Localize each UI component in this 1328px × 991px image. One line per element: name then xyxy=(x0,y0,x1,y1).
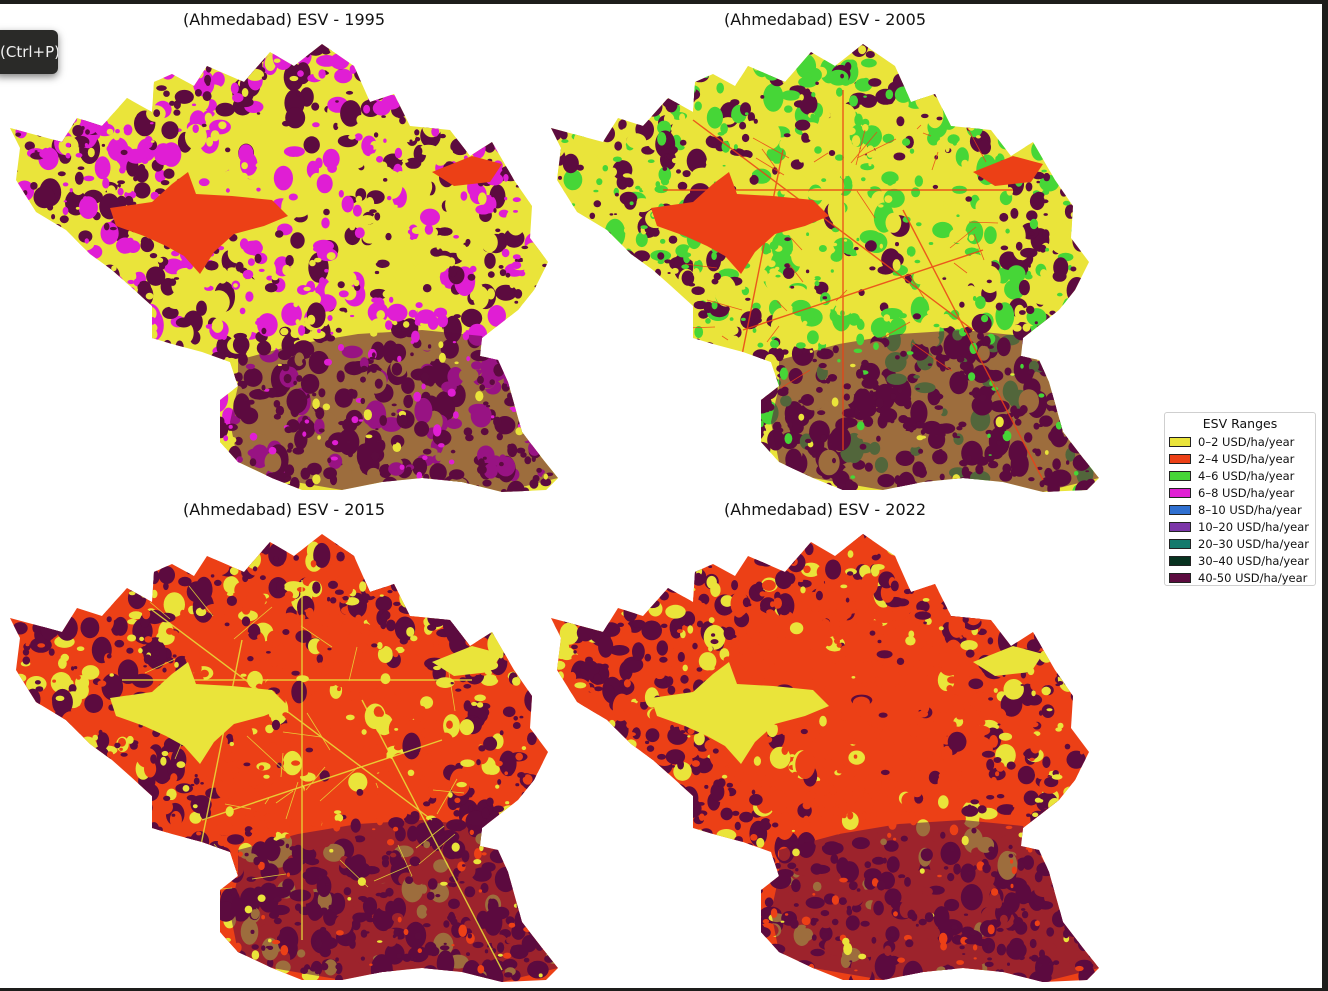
lake-region xyxy=(110,662,288,764)
river-patch xyxy=(973,646,1043,676)
legend-item: 0–2 USD/ha/year xyxy=(1165,433,1315,450)
river-patch xyxy=(432,646,502,676)
esv-map-2022 xyxy=(551,534,1099,982)
legend-item: 2–4 USD/ha/year xyxy=(1165,450,1315,467)
legend-swatch xyxy=(1169,572,1191,583)
esv-map-2015 xyxy=(10,534,558,982)
legend-label: 30–40 USD/ha/year xyxy=(1198,553,1309,568)
lake-region xyxy=(110,172,288,274)
map-title-1995: (Ahmedabad) ESV - 1995 xyxy=(182,10,386,29)
legend-label: 6–8 USD/ha/year xyxy=(1198,485,1295,500)
legend-item: 40-50 USD/ha/year xyxy=(1165,569,1315,586)
southern-zone xyxy=(771,330,1099,492)
esv-map-2005 xyxy=(551,44,1099,492)
legend-swatch xyxy=(1169,538,1191,549)
legend-swatch xyxy=(1169,453,1191,464)
river-patch xyxy=(973,156,1043,186)
legend-item: 6–8 USD/ha/year xyxy=(1165,484,1315,501)
lake-region xyxy=(651,172,829,274)
legend-swatch xyxy=(1169,521,1191,532)
lake-region xyxy=(651,662,829,764)
legend-swatch xyxy=(1169,470,1191,481)
legend-item: 20–30 USD/ha/year xyxy=(1165,535,1315,552)
legend-label: 4–6 USD/ha/year xyxy=(1198,468,1295,483)
legend-item: 10–20 USD/ha/year xyxy=(1165,518,1315,535)
legend-label: 0–2 USD/ha/year xyxy=(1198,434,1295,449)
legend-swatch xyxy=(1169,487,1191,498)
legend-item: 30–40 USD/ha/year xyxy=(1165,552,1315,569)
figure-canvas: (Ahmedabad) ESV - 1995 (Ahmedabad) ESV -… xyxy=(0,4,1322,988)
shortcut-tooltip: (Ctrl+P) xyxy=(0,30,58,74)
map-title-2022: (Ahmedabad) ESV - 2022 xyxy=(723,500,927,519)
map-title-2015: (Ahmedabad) ESV - 2015 xyxy=(182,500,386,519)
river-patch xyxy=(432,156,502,186)
southern-zone xyxy=(230,330,558,492)
legend-label: 40-50 USD/ha/year xyxy=(1198,570,1308,585)
legend-swatch xyxy=(1169,555,1191,566)
map-title-2005: (Ahmedabad) ESV - 2005 xyxy=(723,10,927,29)
legend-swatch xyxy=(1169,504,1191,515)
legend-item: 8–10 USD/ha/year xyxy=(1165,501,1315,518)
legend-label: 10–20 USD/ha/year xyxy=(1198,519,1309,534)
legend-item: 4–6 USD/ha/year xyxy=(1165,467,1315,484)
legend-label: 8–10 USD/ha/year xyxy=(1198,502,1302,517)
esv-legend: ESV Ranges 0–2 USD/ha/year 2–4 USD/ha/yea… xyxy=(1164,412,1316,586)
legend-title: ESV Ranges xyxy=(1202,416,1278,431)
legend-label: 2–4 USD/ha/year xyxy=(1198,451,1295,466)
southern-zone xyxy=(771,820,1099,982)
legend-swatch xyxy=(1169,436,1191,447)
esv-map-1995 xyxy=(10,44,558,492)
legend-label: 20–30 USD/ha/year xyxy=(1198,536,1309,551)
